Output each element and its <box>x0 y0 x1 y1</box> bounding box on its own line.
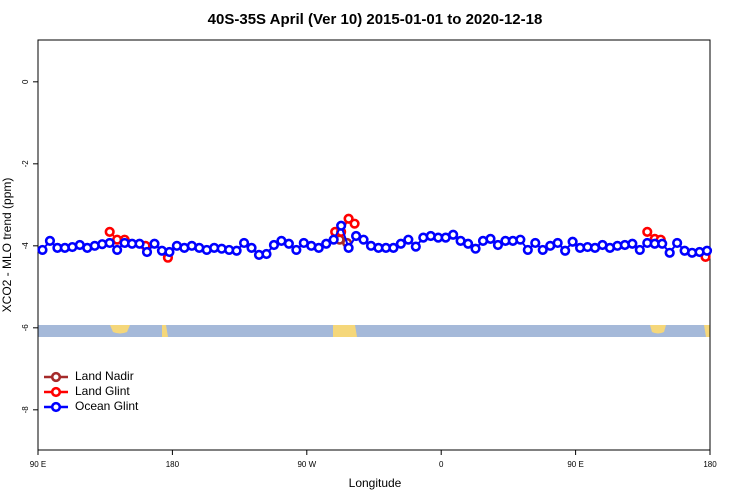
legend-marker <box>50 386 62 398</box>
data-point <box>343 242 354 253</box>
data-point <box>462 238 474 249</box>
data-point <box>358 234 369 245</box>
data-point <box>627 238 638 249</box>
legend-label: Land Glint <box>75 384 130 398</box>
land-patch <box>110 325 130 334</box>
data-point <box>522 244 533 256</box>
x-tick-label: 180 <box>703 460 717 469</box>
data-point <box>291 244 302 256</box>
x-tick-label: 90 E <box>567 460 583 469</box>
data-point <box>664 247 675 258</box>
legend-marker <box>50 371 62 383</box>
data-point <box>268 239 280 251</box>
data-point <box>336 220 347 231</box>
legend-marker <box>50 401 62 413</box>
data-point <box>492 239 504 251</box>
data-point <box>530 237 541 249</box>
data-point <box>112 244 123 256</box>
data-point <box>634 244 645 256</box>
data-point <box>537 244 548 256</box>
data-point <box>448 229 459 240</box>
y-axis-label: XCO2 - MLO trend (ppm) <box>0 178 14 313</box>
x-tick-label: 0 <box>439 460 444 469</box>
data-point <box>657 238 668 249</box>
data-point <box>104 237 115 249</box>
data-point <box>283 238 294 249</box>
plot-frame <box>37 39 711 451</box>
land-patch <box>162 325 168 337</box>
data-point <box>701 245 713 256</box>
data-point <box>164 246 175 258</box>
legend-label: Land Nadir <box>75 369 134 383</box>
land-patch <box>704 325 710 337</box>
data-point <box>515 234 526 245</box>
x-tick-label: 90 E <box>30 460 46 469</box>
x-tick-label: 90 W <box>297 460 316 469</box>
data-point <box>231 245 242 256</box>
data-point <box>44 235 56 246</box>
data-point <box>149 238 160 249</box>
data-point <box>104 226 115 237</box>
data-point <box>238 237 250 249</box>
data-point <box>141 246 153 258</box>
data-point <box>552 237 563 249</box>
map-strip <box>38 325 710 337</box>
x-tick-label: 180 <box>166 460 180 469</box>
data-point <box>395 238 406 249</box>
data-point <box>134 238 145 249</box>
ocean-band <box>38 325 710 337</box>
data-point <box>410 241 421 252</box>
data-point <box>388 242 399 253</box>
y-tick-label: -2 <box>21 160 30 168</box>
data-point <box>642 226 653 237</box>
data-point <box>321 238 332 249</box>
land-patch <box>650 325 666 334</box>
data-point <box>560 245 571 256</box>
y-tick-label: -8 <box>21 406 30 414</box>
data-point <box>350 230 362 242</box>
y-tick-label: -4 <box>21 242 30 250</box>
data-point <box>567 236 578 247</box>
y-tick-label: 0 <box>21 79 30 84</box>
data-point <box>403 234 414 245</box>
data-point <box>37 244 48 256</box>
land-patch <box>333 325 357 337</box>
data-point <box>261 248 272 260</box>
data-point <box>313 242 324 253</box>
chart-title: 40S-35S April (Ver 10) 2015-01-01 to 202… <box>208 11 543 28</box>
data-point <box>672 237 683 249</box>
x-axis-label: Longitude <box>349 476 402 490</box>
data-point <box>246 242 257 253</box>
data-point <box>328 234 339 245</box>
y-tick-label: -6 <box>21 324 30 332</box>
data-point <box>485 233 496 244</box>
data-point <box>349 218 360 229</box>
data-point <box>470 243 481 254</box>
legend-label: Ocean Glint <box>75 399 139 413</box>
